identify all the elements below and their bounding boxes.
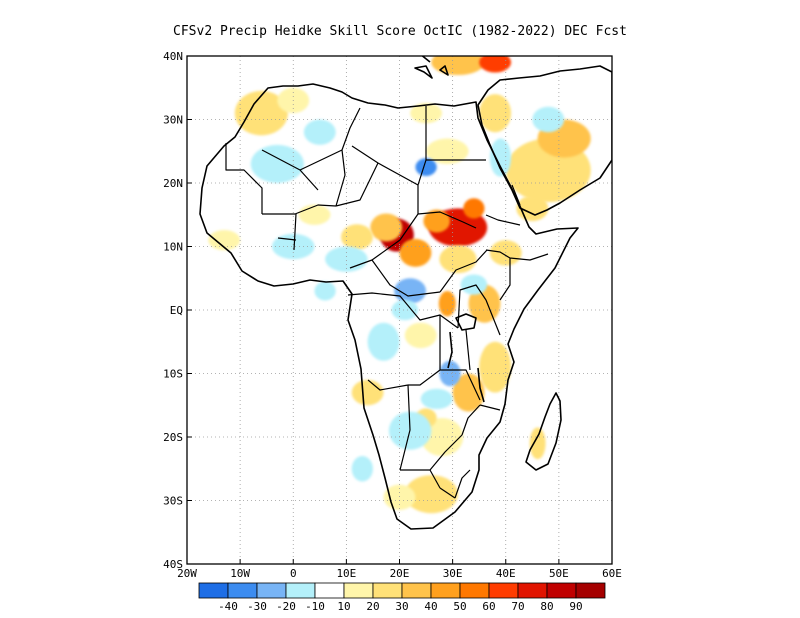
lon-tick-label: 10E: [336, 567, 356, 580]
madagascar-coastline: [525, 392, 562, 471]
skill-patch: [463, 198, 485, 219]
skill-field: [208, 56, 591, 514]
colorbar-label: 90: [569, 600, 582, 613]
lat-tick-label: 40N: [163, 50, 183, 63]
skill-patch: [234, 90, 288, 136]
colorbar-swatch: [517, 582, 548, 599]
colorbar-label: -20: [276, 600, 296, 613]
skill-patch: [351, 456, 373, 482]
lon-tick-label: 50E: [549, 567, 569, 580]
colorbar-swatch: [285, 582, 316, 599]
skill-patch: [272, 233, 315, 260]
skill-patch: [439, 245, 477, 274]
lat-tick-label: EQ: [170, 304, 183, 317]
lat-tick-label: 10N: [163, 241, 183, 254]
colorbar-label: 80: [540, 600, 553, 613]
skill-patch: [298, 204, 331, 225]
skill-patch: [341, 224, 373, 250]
colorbar-label: -10: [305, 600, 325, 613]
mediterranean-islands: [414, 56, 449, 79]
skill-patch: [426, 138, 469, 164]
colorbar-swatch: [430, 582, 461, 599]
lat-tick-label: 40S: [163, 558, 183, 571]
skill-patch: [479, 341, 512, 393]
colorbar-swatch: [256, 582, 287, 599]
lat-tick-label: 10S: [163, 368, 183, 381]
colorbar-swatch: [401, 582, 432, 599]
skill-patch: [439, 360, 461, 387]
skill-patch: [479, 56, 512, 73]
colorbar-swatch: [343, 582, 374, 599]
colorbar-swatch: [488, 582, 519, 599]
colorbar-swatch: [575, 582, 606, 599]
arabia-coastline: [477, 65, 612, 216]
colorbar-label: -40: [218, 600, 238, 613]
colorbar-label: 20: [366, 600, 379, 613]
skill-patch: [438, 290, 456, 317]
colorbar-label: -30: [247, 600, 267, 613]
skill-patch: [391, 299, 419, 321]
east-africa-borders: [485, 184, 549, 301]
colorbar: -40 -30 -20 -10 10 20 30 40 50 60 70 80 90: [198, 582, 606, 613]
colorbar-swatch: [546, 582, 577, 599]
skill-patch: [452, 373, 485, 412]
lake-victoria: [455, 313, 477, 331]
central-africa-borders: [347, 284, 501, 471]
skill-patch: [370, 213, 403, 242]
skill-patch: [415, 158, 437, 177]
colorbar-swatch: [314, 582, 345, 599]
lon-tick-label: 20E: [390, 567, 410, 580]
skill-patch: [489, 138, 512, 177]
skill-patch: [314, 281, 336, 301]
sahara-borders: [349, 106, 488, 297]
lon-tick-label: 40E: [496, 567, 516, 580]
skill-patch: [420, 388, 453, 410]
skill-patch: [399, 238, 432, 267]
colorbar-label: 50: [453, 600, 466, 613]
skill-patch: [460, 274, 488, 295]
west-africa-borders: [225, 107, 379, 251]
lat-lon-grid: [187, 56, 612, 564]
colorbar-label: 70: [511, 600, 524, 613]
africa-outline: [199, 56, 612, 530]
colorbar-label: 40: [424, 600, 437, 613]
skill-patch: [420, 417, 464, 457]
lon-tick-label: 10W: [230, 567, 250, 580]
lake-tanganyika: [447, 331, 453, 369]
colorbar-label: 60: [482, 600, 495, 613]
skill-patch: [479, 94, 512, 133]
skill-patch: [367, 322, 400, 361]
lat-tick-label: 20N: [163, 177, 183, 190]
lon-tick-label: 20W: [177, 567, 197, 580]
skill-patch: [404, 322, 437, 349]
lon-tick-label: 30E: [443, 567, 463, 580]
skill-patch: [208, 229, 241, 251]
skill-patch: [250, 144, 304, 183]
lat-tick-label: 30N: [163, 114, 183, 127]
skill-patch: [394, 278, 427, 304]
africa-coastline: [199, 83, 579, 530]
axis-ticks: 20W 10W 0 10E 20E 30E 40E 50E 60E 40N 30N 20N 10N EQ 1…: [163, 50, 622, 580]
skill-patch: [532, 106, 565, 133]
skill-patch: [404, 475, 458, 514]
lat-tick-label: 30S: [163, 495, 183, 508]
map-title: CFSv2 Precip Heidke Skill Score OctIC (1…: [173, 24, 627, 39]
skill-patch: [431, 56, 485, 76]
skill-patch: [351, 379, 384, 406]
lake-malawi: [477, 367, 485, 403]
colorbar-label: 10: [337, 600, 350, 613]
skill-patch: [303, 119, 336, 145]
skill-patch: [423, 209, 450, 233]
southern-africa-borders: [400, 404, 501, 499]
skill-patch: [529, 427, 546, 460]
colorbar-swatch: [227, 582, 258, 599]
lon-tick-label: 60E: [602, 567, 622, 580]
colorbar-swatch: [198, 582, 229, 599]
colorbar-label: 30: [395, 600, 408, 613]
lat-tick-label: 20S: [163, 431, 183, 444]
colorbar-swatch: [372, 582, 403, 599]
colorbar-swatch: [459, 582, 490, 599]
lon-tick-label: 0: [290, 567, 297, 580]
